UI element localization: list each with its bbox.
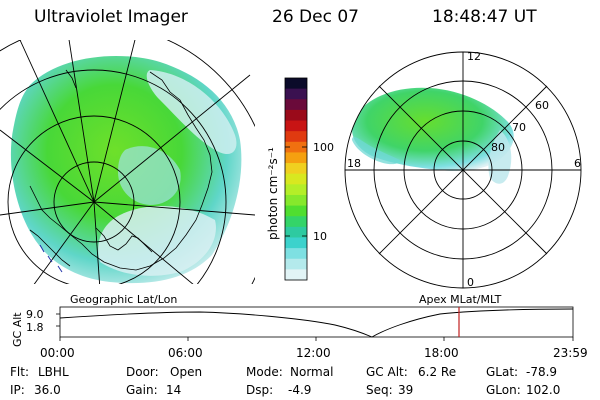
colorbar-cell [285, 248, 307, 260]
right-map-label: Apex MLat/MLT [419, 293, 502, 306]
seq-label: Seq: [366, 383, 393, 397]
ip-value: 36.0 [34, 383, 61, 397]
colorbar-cell [285, 173, 307, 185]
ip-label: IP: [10, 383, 25, 397]
mlt-label-12: 12 [467, 50, 481, 63]
geographic-map [0, 40, 255, 284]
colorbar-cell [285, 216, 307, 228]
colorbar: 100 10 photon cm⁻²s⁻¹ [266, 77, 334, 281]
mlat-label-60: 60 [535, 99, 549, 112]
colorbar-cell [285, 269, 307, 281]
colorbar-cell [285, 152, 307, 164]
image-time: 18:48:47 UT [432, 7, 537, 27]
altitude-curve [59, 308, 574, 338]
mlat-label-80: 80 [491, 141, 505, 154]
colorbar-cell [285, 184, 307, 196]
colorbar-cell [285, 163, 307, 175]
colorbar-unit-label: photon cm⁻²s⁻¹ [266, 147, 280, 240]
image-date: 26 Dec 07 [272, 7, 359, 27]
gc-alt-value: 6.2 Re [418, 365, 457, 379]
altitude-xtick-1800: 18:00 [424, 346, 459, 360]
aurora-diffuse-left-cyan [118, 146, 181, 205]
door-value: Open [170, 365, 203, 379]
colorbar-cell [285, 205, 307, 217]
colorbar-tick-100: 100 [313, 141, 334, 154]
colorbar-cell [285, 109, 307, 122]
colorbar-cell [285, 141, 307, 153]
glon-label: GLon: [486, 383, 521, 397]
altitude-xtick-0000: 00:00 [40, 346, 75, 360]
altitude-ytick-9: 9.0 [26, 308, 44, 321]
filter-value: LBHL [38, 365, 69, 379]
colorbar-cell [285, 78, 307, 90]
colorbar-cell [285, 258, 307, 270]
filter-label: Flt: [10, 365, 29, 379]
coastline [29, 69, 213, 271]
left-map-label: Geographic Lat/Lon [70, 293, 177, 306]
altitude-ytick-1-8: 1.8 [26, 321, 44, 334]
colorbar-cell [285, 131, 307, 143]
mode-value: Normal [290, 365, 334, 379]
altitude-ylabel: GC Alt [11, 312, 24, 347]
colorbar-cell [285, 226, 307, 238]
altitude-xtick-0600: 06:00 [168, 346, 203, 360]
colorbar-cell [285, 88, 307, 100]
colorbar-cell [285, 120, 307, 132]
instrument-title: Ultraviolet Imager [34, 7, 188, 27]
gain-value: 14 [166, 383, 182, 397]
colorbar-cell [285, 99, 307, 111]
mlt-label-6: 6 [574, 157, 581, 170]
dsp-label: Dsp: [246, 383, 274, 397]
dsp-value: -4.9 [288, 383, 312, 397]
glat-value: -78.9 [526, 365, 558, 379]
altitude-xtick-1200: 12:00 [296, 346, 331, 360]
aurora-emission-right [352, 87, 514, 172]
magnetic-polar-map: 12 0 18 6 60 70 80 [344, 50, 582, 289]
altitude-xtick-2359: 23:59 [553, 346, 588, 360]
glat-label: GLat: [486, 365, 519, 379]
gc-alt-label: GC Alt: [366, 365, 408, 379]
mlt-label-18: 18 [347, 157, 361, 170]
colorbar-tick-10: 10 [313, 230, 327, 243]
mlat-label-70: 70 [512, 121, 526, 134]
mode-label: Mode: [246, 365, 283, 379]
seq-value: 39 [398, 383, 414, 397]
gain-label: Gain: [126, 383, 158, 397]
mlt-label-0: 0 [467, 276, 474, 289]
altitude-plot: GC Alt 9.0 1.8 00:00 06:00 12:00 18:00 2… [11, 306, 588, 360]
colorbar-cell [285, 237, 307, 249]
coastal-detail [39, 244, 63, 273]
glon-value: 102.0 [526, 383, 561, 397]
door-label: Door: [126, 365, 159, 379]
colorbar-cell [285, 194, 307, 207]
